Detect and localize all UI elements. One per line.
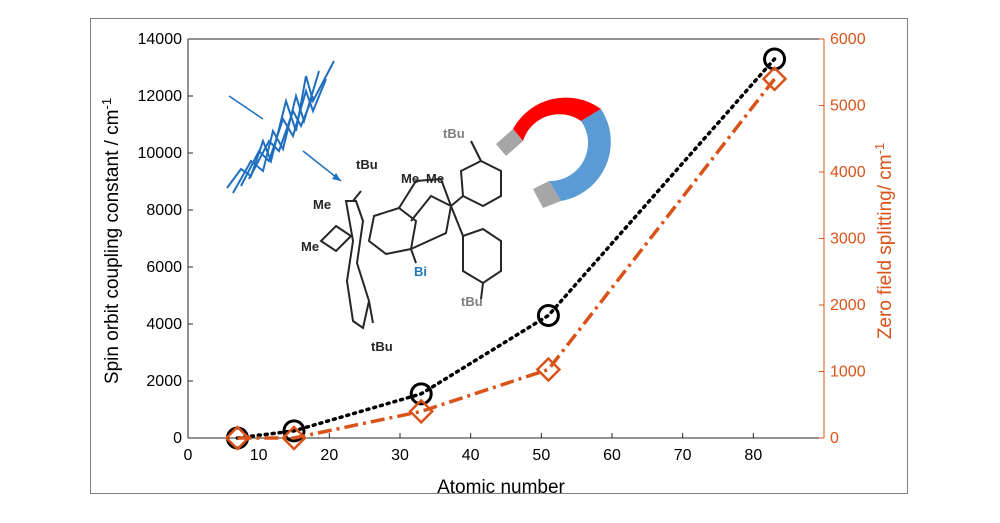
- molecule-structure: [319, 140, 502, 330]
- data-point-diamond: [535, 356, 562, 383]
- molecule-label-tbu-bottom: tBu: [371, 339, 393, 354]
- y-right-tick-label: 2000: [830, 297, 866, 314]
- y-axis-right-label-superscript: -1: [872, 143, 887, 155]
- x-tick-label: 70: [674, 447, 692, 464]
- x-tick-label: 20: [320, 447, 338, 464]
- data-point-diamond: [761, 66, 788, 92]
- molecule-label-me-2: Me: [301, 239, 319, 254]
- data-point-circle: [282, 419, 306, 443]
- y-right-tick-label: 3000: [830, 231, 866, 248]
- y-left-tick-label: 4000: [146, 316, 182, 333]
- y-left-tick-label: 6000: [146, 259, 182, 276]
- figure-frame: 0 10 20 30 40 50 60 70 80 0 2000 4000 6000 8000 10000…: [90, 18, 908, 494]
- molecule-label-tbu-top: tBu: [356, 157, 378, 172]
- y-right-tick-label: 1000: [830, 364, 866, 381]
- y-left-tick-label: 14000: [138, 31, 183, 48]
- x-tick-label: 80: [744, 447, 762, 464]
- x-tick-label: 50: [532, 447, 550, 464]
- x-ticks: 0 10 20 30 40 50 60 70 80: [184, 433, 762, 464]
- x-tick-label: 30: [391, 447, 409, 464]
- data-point-diamond: [408, 398, 434, 425]
- y-right-ticks: 0 1000 2000 3000 4000 5000 6000: [819, 31, 866, 447]
- y-left-tick-label: 12000: [138, 88, 183, 105]
- y-axis-left-label: Spin orbit coupling constant / cm-1: [99, 98, 123, 384]
- x-tick-label: 40: [462, 447, 480, 464]
- data-point-circle: [536, 303, 560, 327]
- series-line-1: [235, 57, 777, 440]
- y-right-tick-label: 6000: [830, 31, 866, 48]
- wave-packet-icon: [226, 60, 342, 194]
- y-left-tick-label: 10000: [138, 145, 183, 162]
- x-tick-label: 0: [184, 447, 193, 464]
- magnet-icon: [496, 97, 611, 208]
- molecule-label-me-3: Me: [401, 171, 419, 186]
- molecule-label-tbu-right-top: tBu: [443, 126, 465, 141]
- y-left-tick-label: 8000: [146, 202, 182, 219]
- molecule-label-tbu-right-bottom: tBu: [461, 294, 483, 309]
- y-left-tick-label: 2000: [146, 373, 182, 390]
- y-right-tick-label: 4000: [830, 164, 866, 181]
- data-point-diamond: [224, 425, 251, 451]
- series-layer: [224, 47, 788, 451]
- molecule-label-me-1: Me: [313, 197, 331, 212]
- y-right-tick-label: 5000: [830, 98, 866, 115]
- y-right-tick-label: 0: [830, 430, 839, 447]
- molecule-label-me-4: Me: [426, 171, 444, 186]
- series-line-2: [237, 77, 776, 440]
- molecule-label-bi: Bi: [414, 264, 427, 279]
- y-left-ticks: 0 2000 4000 6000 8000 10000 12000 14000: [138, 31, 193, 447]
- x-tick-label: 60: [603, 447, 621, 464]
- x-tick-label: 10: [250, 447, 268, 464]
- y-axis-right-label: Zero field splitting/ cm-1: [872, 143, 896, 339]
- y-left-tick-label: 0: [173, 430, 182, 447]
- data-point-circle: [409, 382, 433, 406]
- chart: 0 10 20 30 40 50 60 70 80 0200040006000800010000…: [99, 31, 896, 493]
- y-axis-left-label-superscript: -1: [99, 98, 114, 110]
- data-point-diamond: [281, 425, 307, 451]
- x-axis-label: Atomic number: [437, 477, 565, 493]
